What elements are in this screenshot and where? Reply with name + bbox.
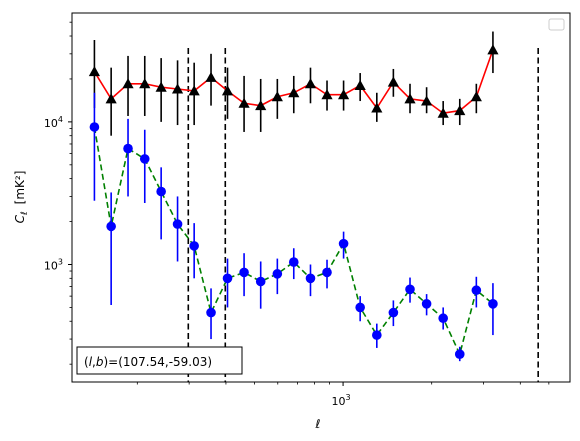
data-point [288, 87, 300, 98]
series-line [93, 126, 494, 357]
y-axis-label-sub: ℓ [20, 211, 30, 216]
data-point [88, 66, 101, 77]
y-tick-label: 103 [44, 257, 63, 272]
annotation-comma: , [92, 355, 96, 369]
series-2 [89, 92, 498, 362]
y-axis-label: Cℓ [mK²] [13, 171, 30, 224]
data-point [139, 154, 150, 164]
data-point [139, 78, 151, 89]
data-point [337, 89, 350, 100]
data-point [304, 78, 317, 89]
legend-box [548, 18, 565, 31]
data-point [205, 71, 217, 82]
x-tick-label: 103 [332, 393, 351, 408]
data-point [404, 93, 416, 104]
annotation-l: l [89, 355, 93, 369]
data-point [221, 85, 234, 96]
data-point [355, 302, 365, 313]
annotation-text: (l,b)=(107.54,-59.03) [84, 355, 212, 369]
data-point [488, 299, 498, 309]
data-point [388, 307, 399, 318]
data-point [421, 299, 432, 309]
data-point [305, 273, 316, 284]
data-point [239, 267, 249, 278]
reference-lines [187, 48, 539, 382]
data-point [188, 85, 200, 96]
x-tick-label-exponent: 3 [346, 393, 351, 402]
data-point [105, 93, 117, 104]
series-1 [88, 31, 499, 136]
data-point [470, 91, 482, 102]
data-point [371, 102, 383, 113]
y-tick-label-base: 10 [44, 117, 58, 130]
data-point [189, 241, 199, 251]
data-point [354, 79, 366, 90]
data-point [222, 273, 233, 284]
x-tick-label-base: 10 [332, 395, 346, 408]
y-tick-label: 104 [44, 115, 63, 130]
x-axis-label: ℓ [315, 417, 321, 431]
data-point [471, 285, 482, 296]
annotation-b: b [96, 355, 104, 369]
data-point [123, 143, 133, 154]
data-point [271, 91, 283, 102]
annotation-value: )=(107.54,-59.03) [103, 355, 212, 369]
data-point [454, 349, 465, 359]
data-point [172, 219, 183, 229]
data-point [155, 81, 167, 92]
data-point [106, 221, 116, 232]
data-point [421, 95, 433, 106]
data-point [372, 330, 382, 340]
data-point [156, 186, 166, 197]
y-tick-label-base: 10 [44, 259, 58, 272]
y-axis-label-unit: [mK²] [13, 171, 27, 205]
data-point [206, 307, 216, 318]
data-point [405, 284, 415, 295]
plot-frame [71, 12, 571, 383]
data-point [89, 122, 100, 132]
data-point [122, 78, 134, 89]
data-point [171, 83, 184, 94]
data-point [255, 276, 266, 287]
data-point [272, 269, 283, 279]
data-point [321, 89, 333, 100]
y-tick-label-exponent: 3 [58, 257, 63, 266]
data-point [322, 267, 332, 278]
data-point [238, 97, 250, 108]
data-point [255, 100, 267, 111]
annotation: (l,b)=(107.54,-59.03) [76, 346, 243, 375]
data-point [454, 104, 466, 116]
data-point [437, 107, 449, 118]
data-point [438, 313, 448, 324]
data-point [288, 257, 299, 267]
annotation-box [76, 346, 243, 375]
data-point [338, 238, 349, 249]
data-point [387, 76, 399, 87]
series-layer [88, 31, 499, 362]
y-tick-label-exponent: 4 [58, 115, 63, 124]
data-point [487, 44, 499, 55]
y-axis-label-main: C [13, 214, 27, 223]
